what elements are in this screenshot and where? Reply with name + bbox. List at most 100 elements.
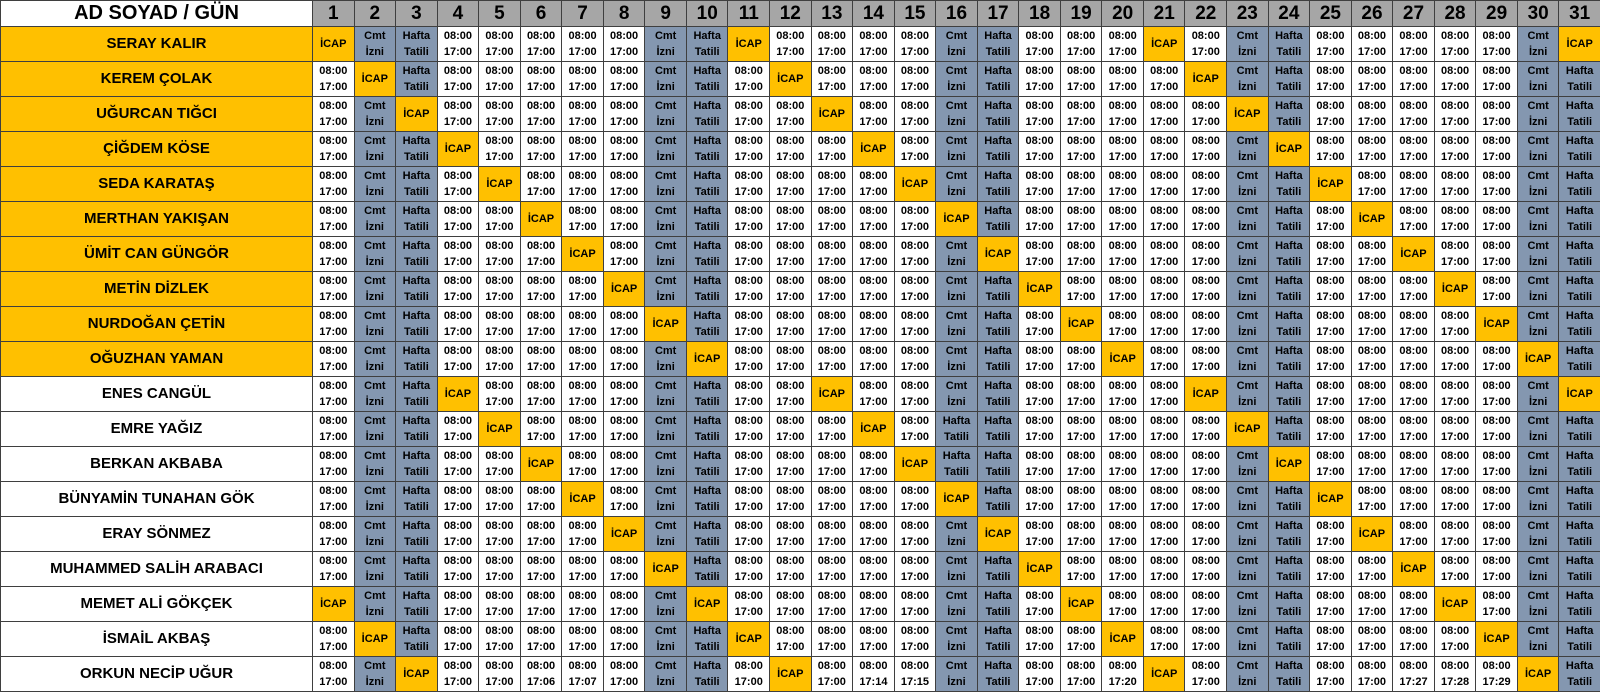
work-hours-cell: 08:00 17:00: [1101, 481, 1144, 517]
saturday-off-label: İzni: [365, 291, 384, 303]
end-time: 17:00: [817, 571, 846, 583]
start-time: 08:00: [610, 30, 639, 42]
end-time: 17:00: [776, 116, 805, 128]
icap-label: İCAP: [694, 353, 721, 365]
end-time: 17:00: [859, 361, 888, 373]
weekend-off-label: Hafta: [1565, 310, 1594, 322]
end-time: 17:00: [443, 676, 472, 688]
work-hours-cell: 08:00 17:00: [1309, 586, 1352, 622]
end-time: 17:00: [1440, 221, 1470, 233]
saturday-off-cell: Cmt İzni: [1226, 446, 1269, 482]
work-hours-cell: 08:00 17:00: [1309, 551, 1352, 587]
weekend-off-label: Hafta: [984, 590, 1012, 602]
work-hours-cell: 08:00 17:00: [561, 166, 604, 202]
end-time: 17:00: [1067, 571, 1096, 583]
work-hours-cell: 08:00 17:00: [1309, 26, 1352, 62]
start-time: 08:00: [1025, 415, 1054, 427]
end-time: 17:00: [734, 396, 763, 408]
start-time: 08:00: [776, 205, 805, 217]
icap-cell: İCAP: [1184, 61, 1228, 97]
start-time: 08:00: [859, 65, 888, 77]
saturday-off-label: Cmt: [364, 30, 386, 42]
end-time: 17:00: [1357, 606, 1387, 618]
icap-label: İCAP: [320, 598, 347, 610]
work-hours-cell: 08:00 17:00: [727, 201, 771, 237]
start-time: 08:00: [526, 345, 556, 357]
end-time: 17:00: [1025, 361, 1054, 373]
end-time: 17:00: [319, 536, 348, 548]
end-time: 17:00: [1440, 466, 1470, 478]
icap-cell: İCAP: [519, 446, 563, 482]
weekend-off-label: Hafta: [1565, 275, 1594, 287]
end-time: 17:00: [1316, 291, 1345, 303]
saturday-off-cell: Cmt İzni: [935, 551, 978, 587]
start-time: 08:00: [734, 590, 763, 602]
end-time: 17:00: [1357, 361, 1387, 373]
saturday-off-cell: Cmt İzni: [1516, 236, 1560, 272]
weekend-off-label: Tatili: [1276, 326, 1302, 338]
staff-name: SERAY KALIR: [0, 26, 313, 62]
saturday-off-label: Cmt: [1527, 485, 1549, 497]
work-hours-cell: 08:00 17:00: [1059, 271, 1103, 307]
end-time: 17:00: [1440, 501, 1470, 513]
saturday-off-label: Cmt: [364, 135, 386, 147]
saturday-off-cell: Cmt İzni: [935, 341, 978, 377]
weekend-off-label: Hafta: [402, 450, 431, 462]
weekend-off-label: Hafta: [693, 100, 721, 112]
work-hours-cell: 08:00 17:00: [312, 341, 355, 377]
work-hours-cell: 08:00 17:00: [1184, 166, 1228, 202]
end-time: 17:00: [485, 501, 514, 513]
work-hours-cell: 08:00 17:00: [602, 201, 646, 237]
work-hours-cell: 08:00 17:00: [893, 61, 937, 97]
weekend-off-cell: Hafta Tatili: [976, 481, 1020, 517]
work-hours-cell: 08:00 17:00: [810, 446, 854, 482]
work-hours-cell: 08:00 17:00: [1018, 201, 1061, 237]
start-time: 08:00: [1357, 590, 1387, 602]
icap-cell: İCAP: [1350, 516, 1394, 552]
start-time: 08:00: [734, 660, 763, 672]
work-hours-cell: 08:00 17:00: [769, 481, 812, 517]
icap-label: İCAP: [610, 283, 638, 295]
end-time: 17:00: [1357, 186, 1387, 198]
end-time: 17:00: [526, 256, 556, 268]
weekend-off-cell: Hafta Tatili: [976, 201, 1020, 237]
work-hours-cell: 08:00 17:00: [727, 341, 771, 377]
start-time: 08:00: [734, 240, 763, 252]
end-time: 17:00: [568, 431, 597, 443]
end-time: 17:00: [1440, 116, 1470, 128]
saturday-off-cell: Cmt İzni: [935, 236, 978, 272]
end-time: 17:00: [900, 431, 929, 443]
weekend-off-label: Tatili: [1276, 396, 1302, 408]
icap-cell: İCAP: [519, 201, 563, 237]
end-time: 17:00: [485, 221, 514, 233]
start-time: 08:00: [1067, 625, 1096, 637]
weekend-off-label: Tatili: [1276, 641, 1302, 653]
weekend-off-cell: Hafta Tatili: [1267, 271, 1311, 307]
work-hours-cell: 08:00 17:00: [1142, 236, 1186, 272]
end-time: 17:00: [1440, 536, 1470, 548]
start-time: 08:00: [1399, 625, 1428, 637]
end-time: 17:00: [526, 571, 556, 583]
weekend-off-label: Hafta: [1275, 555, 1303, 567]
saturday-off-cell: Cmt İzni: [1226, 586, 1269, 622]
work-hours-cell: 08:00 17:00: [769, 376, 812, 412]
end-time: 17:00: [526, 641, 556, 653]
weekend-off-cell: Hafta Tatili: [1558, 306, 1600, 342]
work-hours-cell: 08:00 17:00: [893, 551, 937, 587]
saturday-off-label: Cmt: [1527, 520, 1549, 532]
weekend-off-cell: Hafta Tatili: [1267, 516, 1311, 552]
icap-label: İCAP: [1400, 563, 1427, 575]
start-time: 08:00: [859, 590, 888, 602]
weekend-off-label: Tatili: [1567, 501, 1593, 513]
saturday-off-label: İzni: [1238, 641, 1257, 653]
start-time: 08:00: [1357, 100, 1387, 112]
saturday-off-label: Cmt: [364, 660, 386, 672]
end-time: 17:00: [1108, 501, 1137, 513]
end-time: 17:00: [1150, 81, 1179, 93]
start-time: 08:00: [776, 380, 805, 392]
end-time: 17:00: [1108, 151, 1137, 163]
icap-label: İCAP: [694, 598, 721, 610]
start-time: 08:00: [1357, 345, 1387, 357]
work-hours-cell: 08:00 17:00: [1184, 621, 1228, 657]
end-time: 17:00: [443, 641, 472, 653]
